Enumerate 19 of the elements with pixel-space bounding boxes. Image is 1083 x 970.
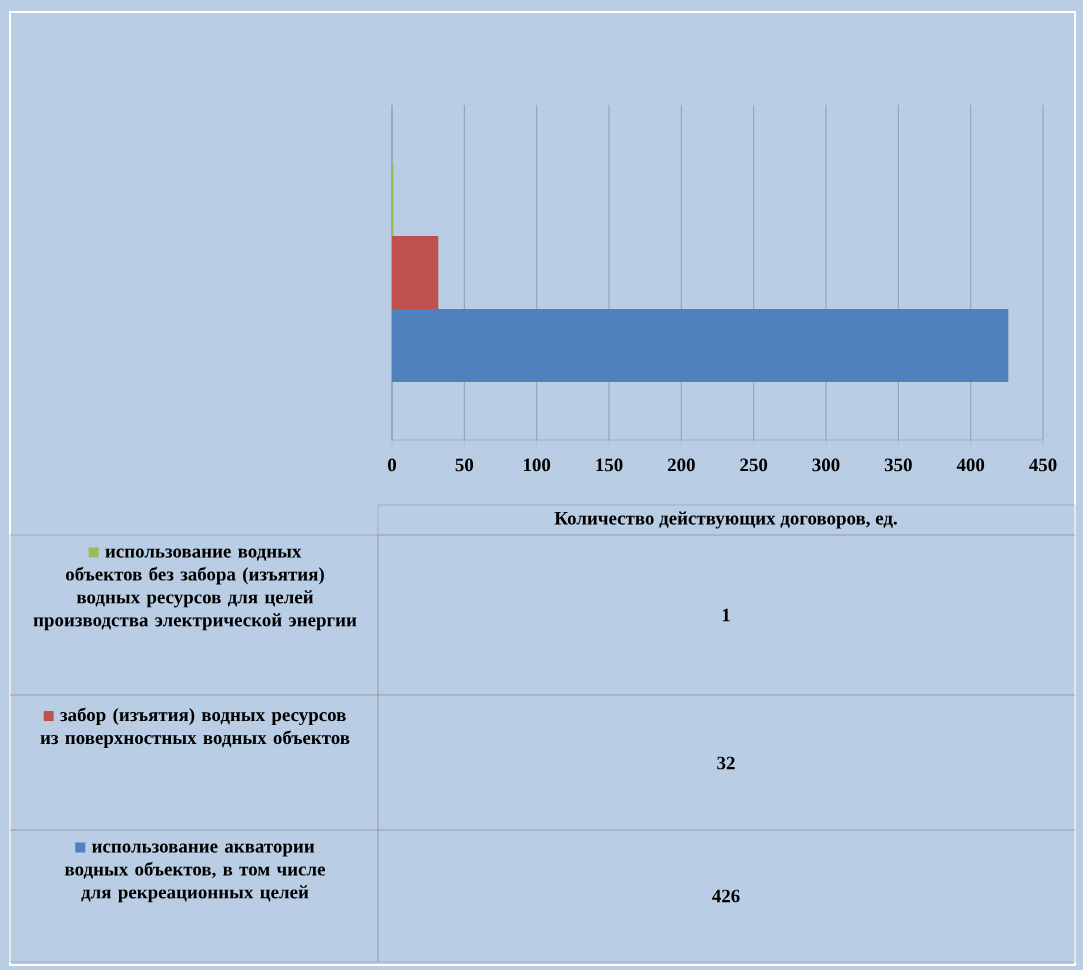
x-tick-label: 350	[884, 458, 912, 472]
legend-label: забор (изъятия) водных ресурсов из поверхностных водных объектов	[40, 707, 350, 748]
legend-label: использование водных объектов без забора (изъятия) водных ресурсов для целей производства электрической энергии	[33, 548, 357, 631]
x-tick-label: 450	[1029, 458, 1057, 472]
bar	[392, 235, 439, 309]
x-tick-label: 200	[667, 458, 695, 472]
bar	[392, 308, 1009, 382]
x-tick-label: 250	[740, 458, 768, 472]
legend-label: использование акватории водных объектов, в том числе для рекреационных целей	[64, 843, 326, 903]
text: 32	[717, 756, 735, 770]
x-tick-label: 50	[455, 458, 474, 472]
x-tick-label: 0	[388, 458, 397, 472]
x-tick-label: 300	[812, 458, 840, 472]
text: 426	[712, 889, 740, 903]
x-axis-title: Количество действующих договоров, ед.	[554, 511, 897, 529]
x-tick-label: 100	[524, 458, 551, 472]
x-tick-label: 400	[956, 458, 985, 472]
x-tick-label: 150	[596, 458, 623, 472]
text: 1	[722, 608, 730, 622]
